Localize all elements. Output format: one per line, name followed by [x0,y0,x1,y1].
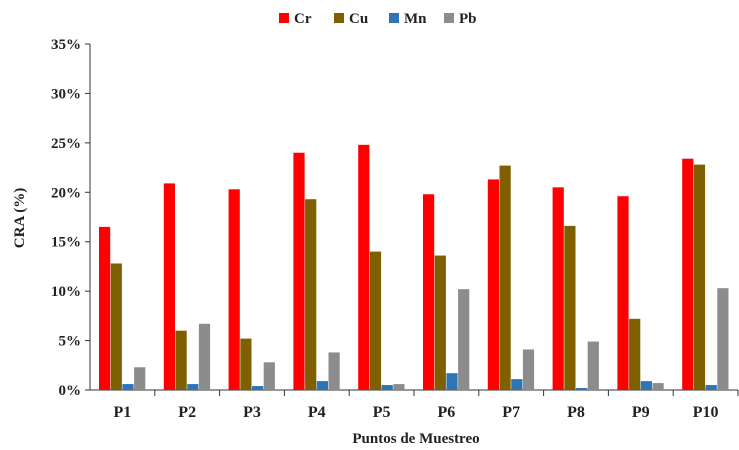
bar-cu-p6 [434,255,446,390]
bar-cr-p5 [358,144,370,390]
bar-cr-p3 [228,189,240,390]
x-tick-label: P4 [308,404,326,421]
legend: Cr Cu Mn Pb [279,11,477,27]
bar-pb-p3 [263,362,275,390]
y-tick-label: 15% [51,235,81,251]
bar-cu-p7 [499,165,511,390]
bar-mn-p9 [640,381,652,390]
legend-label-cu: Cu [349,11,368,27]
bar-mn-p6 [446,373,458,390]
x-tick-label: P9 [632,404,650,421]
bar-cr-p1 [99,226,111,390]
bar-mn-p10 [705,385,717,390]
legend-swatch-mn [389,13,399,23]
y-axis: 0% 5% 10% 15% 20% 25% 30% 35% [51,37,91,399]
y-tick-label: 20% [51,185,81,201]
y-tick-label: 0% [59,383,82,399]
y-axis-title: CRA (%) [12,188,28,248]
bar-cu-p5 [369,251,382,390]
bar-mn-p7 [511,379,523,390]
bar-cu-p8 [564,225,576,390]
bar-cu-p4 [305,199,317,390]
legend-label-mn: Mn [404,11,427,27]
x-tick-label: P3 [243,404,261,421]
y-tick-label: 30% [51,86,81,102]
y-tick-label: 35% [51,37,81,53]
bars [99,144,729,390]
y-tick-label: 5% [59,334,82,350]
bar-cr-p2 [163,183,175,390]
legend-label-pb: Pb [459,11,477,27]
bar-cu-p1 [110,263,122,390]
bar-cr-p9 [617,196,629,390]
legend-swatch-cu [334,13,344,23]
bar-cu-p3 [240,338,252,390]
x-tick-label: P1 [114,404,132,421]
bar-mn-p3 [252,386,264,390]
bar-cr-p10 [682,158,694,390]
bar-pb-p7 [522,349,535,390]
x-tick-label: P2 [178,404,196,421]
x-tick-label: P5 [373,404,391,421]
bar-pb-p2 [198,323,211,390]
legend-label-cr: Cr [294,11,312,27]
x-tick-label: P10 [693,404,719,421]
y-tick-label: 10% [51,284,81,300]
bar-cr-p7 [487,179,499,390]
bar-pb-p6 [458,289,470,390]
bar-mn-p2 [187,384,199,390]
bar-mn-p8 [576,388,588,390]
bar-cr-p4 [293,152,305,390]
bar-cu-p10 [693,164,706,390]
bar-cr-p8 [552,187,564,390]
legend-swatch-cr [279,13,289,23]
bar-pb-p1 [134,367,146,390]
bar-cr-p6 [423,194,435,390]
bar-mn-p5 [381,385,393,390]
x-axis: P1 P2 P3 P4 P5 P6 P7 P8 P9 P10 [90,389,739,421]
bar-pb-p4 [328,352,340,390]
y-tick-label: 25% [51,136,81,152]
bar-pb-p5 [393,384,405,390]
bar-mn-p1 [122,384,134,390]
bar-cu-p2 [175,330,187,390]
x-tick-label: P7 [502,404,520,421]
bar-pb-p9 [652,383,664,390]
bar-pb-p10 [717,288,729,390]
bar-pb-p8 [587,341,599,390]
x-tick-label: P6 [438,404,456,421]
bar-mn-p4 [316,381,328,390]
bar-cu-p9 [629,318,641,390]
legend-swatch-pb [444,13,454,23]
x-tick-label: P8 [567,404,585,421]
x-axis-title: Puntos de Muestreo [352,431,479,447]
